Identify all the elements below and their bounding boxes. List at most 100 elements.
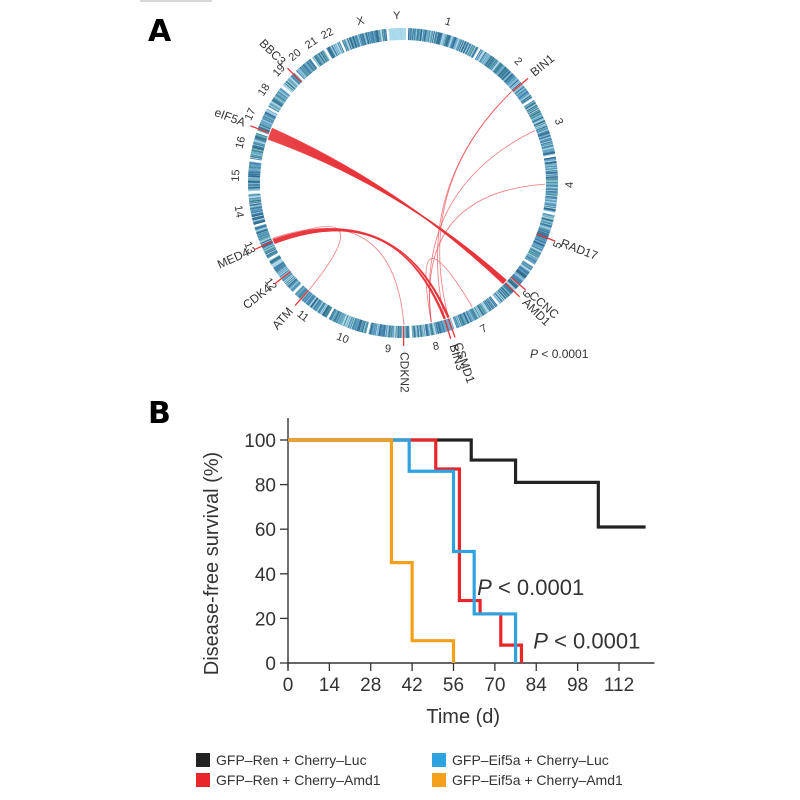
chromosome-band (489, 296, 498, 307)
chromosome-band (266, 251, 278, 258)
chromosome-band (528, 108, 540, 116)
chromosome-band (438, 321, 443, 334)
chromosome-band (536, 128, 549, 134)
chromosome-band (545, 174, 558, 176)
chromosome-band (467, 44, 474, 56)
chromosome-band (296, 70, 305, 80)
chromosome-band (542, 147, 555, 151)
chromosome-band (541, 216, 554, 221)
chromosome-band (288, 77, 298, 87)
chromosome-label: 5 (551, 240, 564, 250)
chromosome-band (249, 203, 262, 207)
chromosome-band (503, 72, 513, 83)
chromosome-band (388, 325, 391, 338)
legend-item: GFP–Ren + Cherry–Luc (196, 752, 367, 768)
chromosome-band (251, 148, 264, 153)
chromosome-band (487, 297, 496, 308)
chromosome-label: 18 (256, 82, 273, 99)
chromosome-band (533, 240, 545, 247)
chromosome-band (404, 28, 406, 41)
chromosome-band (394, 28, 397, 41)
chromosome-band (442, 320, 447, 332)
chromosome-band (358, 319, 363, 332)
chromosome-band (544, 157, 557, 161)
chromosome-band (537, 229, 550, 235)
chromosome-band (249, 205, 262, 209)
chromosome-band (394, 28, 396, 41)
chromosome-band (279, 269, 290, 278)
chromosome-band (336, 42, 343, 54)
chromosome-band (515, 270, 526, 279)
chromosome-band (479, 52, 487, 63)
chromosome-band (436, 321, 441, 334)
chromosome-band (545, 189, 558, 191)
chromosome-band (441, 320, 446, 333)
chromosome-band (271, 258, 282, 266)
chromosome-band (357, 34, 363, 47)
series-line-0 (288, 438, 646, 529)
chromosome-band (466, 44, 474, 56)
chromosome-band (318, 303, 326, 314)
chromosome-band (359, 320, 365, 333)
chromosome-band (426, 30, 430, 43)
chromosome-band (544, 161, 557, 164)
chromosome-band (355, 35, 360, 47)
chromosome-band (398, 325, 401, 338)
chromosome-band (256, 230, 269, 235)
chromosome-band (255, 134, 268, 139)
chromosome-band (506, 280, 517, 290)
chromosome-band (249, 201, 262, 204)
legend-label: GFP–Eif5a + Cherry–Luc (452, 752, 609, 768)
legend-item: GFP–Ren + Cherry–Amd1 (196, 772, 381, 788)
legend-swatch (196, 753, 210, 767)
chromosome-band (259, 237, 272, 244)
chromosome-band (369, 31, 373, 44)
chromosome-band (454, 38, 460, 50)
chromosome-band (278, 268, 289, 277)
chromosome-band (270, 257, 282, 265)
chromosome-band (269, 104, 280, 112)
chromosome-band (260, 240, 273, 246)
chromosome-band (500, 69, 510, 80)
chromosome-band (359, 33, 364, 46)
chromosome-band (545, 197, 558, 200)
chromosome-band (382, 29, 385, 42)
chromosome-band (408, 325, 410, 338)
chromosome-band (508, 279, 518, 289)
chromosome-band (348, 316, 354, 329)
chromosome-band (257, 129, 269, 135)
gene-tick (444, 319, 452, 340)
chromosome-band (273, 97, 284, 105)
chromosome-band (543, 156, 556, 160)
chromosome-band (539, 136, 552, 142)
chromosome-label: 16 (234, 135, 249, 150)
chromosome-band (476, 305, 484, 316)
chromosome-band (508, 278, 519, 288)
chromosome-band (479, 51, 487, 63)
chromosome-band (351, 36, 357, 48)
chromosome-band (486, 57, 495, 68)
chromosome-band (323, 49, 331, 61)
chromosome-band (316, 301, 324, 313)
chromosome-band (541, 142, 553, 147)
x-tick-label: 28 (360, 675, 381, 696)
chromosome-band (379, 324, 382, 337)
chromosome-band (545, 187, 558, 189)
chromosome-band (535, 125, 548, 131)
chromosome-band (513, 273, 524, 282)
chromosome-band (299, 67, 308, 77)
chromosome-band (253, 139, 266, 144)
chromosome-band (251, 211, 264, 216)
chromosome-band (250, 208, 263, 212)
chromosome-band (350, 36, 356, 49)
chromosome-band (279, 269, 290, 278)
chromosome-label: 22 (319, 26, 335, 42)
chromosome-band (272, 98, 283, 107)
chromosome-band (274, 95, 285, 104)
chromosome-band (478, 304, 486, 315)
chromosome-band (525, 255, 537, 263)
chromosome-band (367, 31, 372, 44)
chromosome-band (453, 37, 459, 50)
chromosome-band (525, 103, 537, 110)
